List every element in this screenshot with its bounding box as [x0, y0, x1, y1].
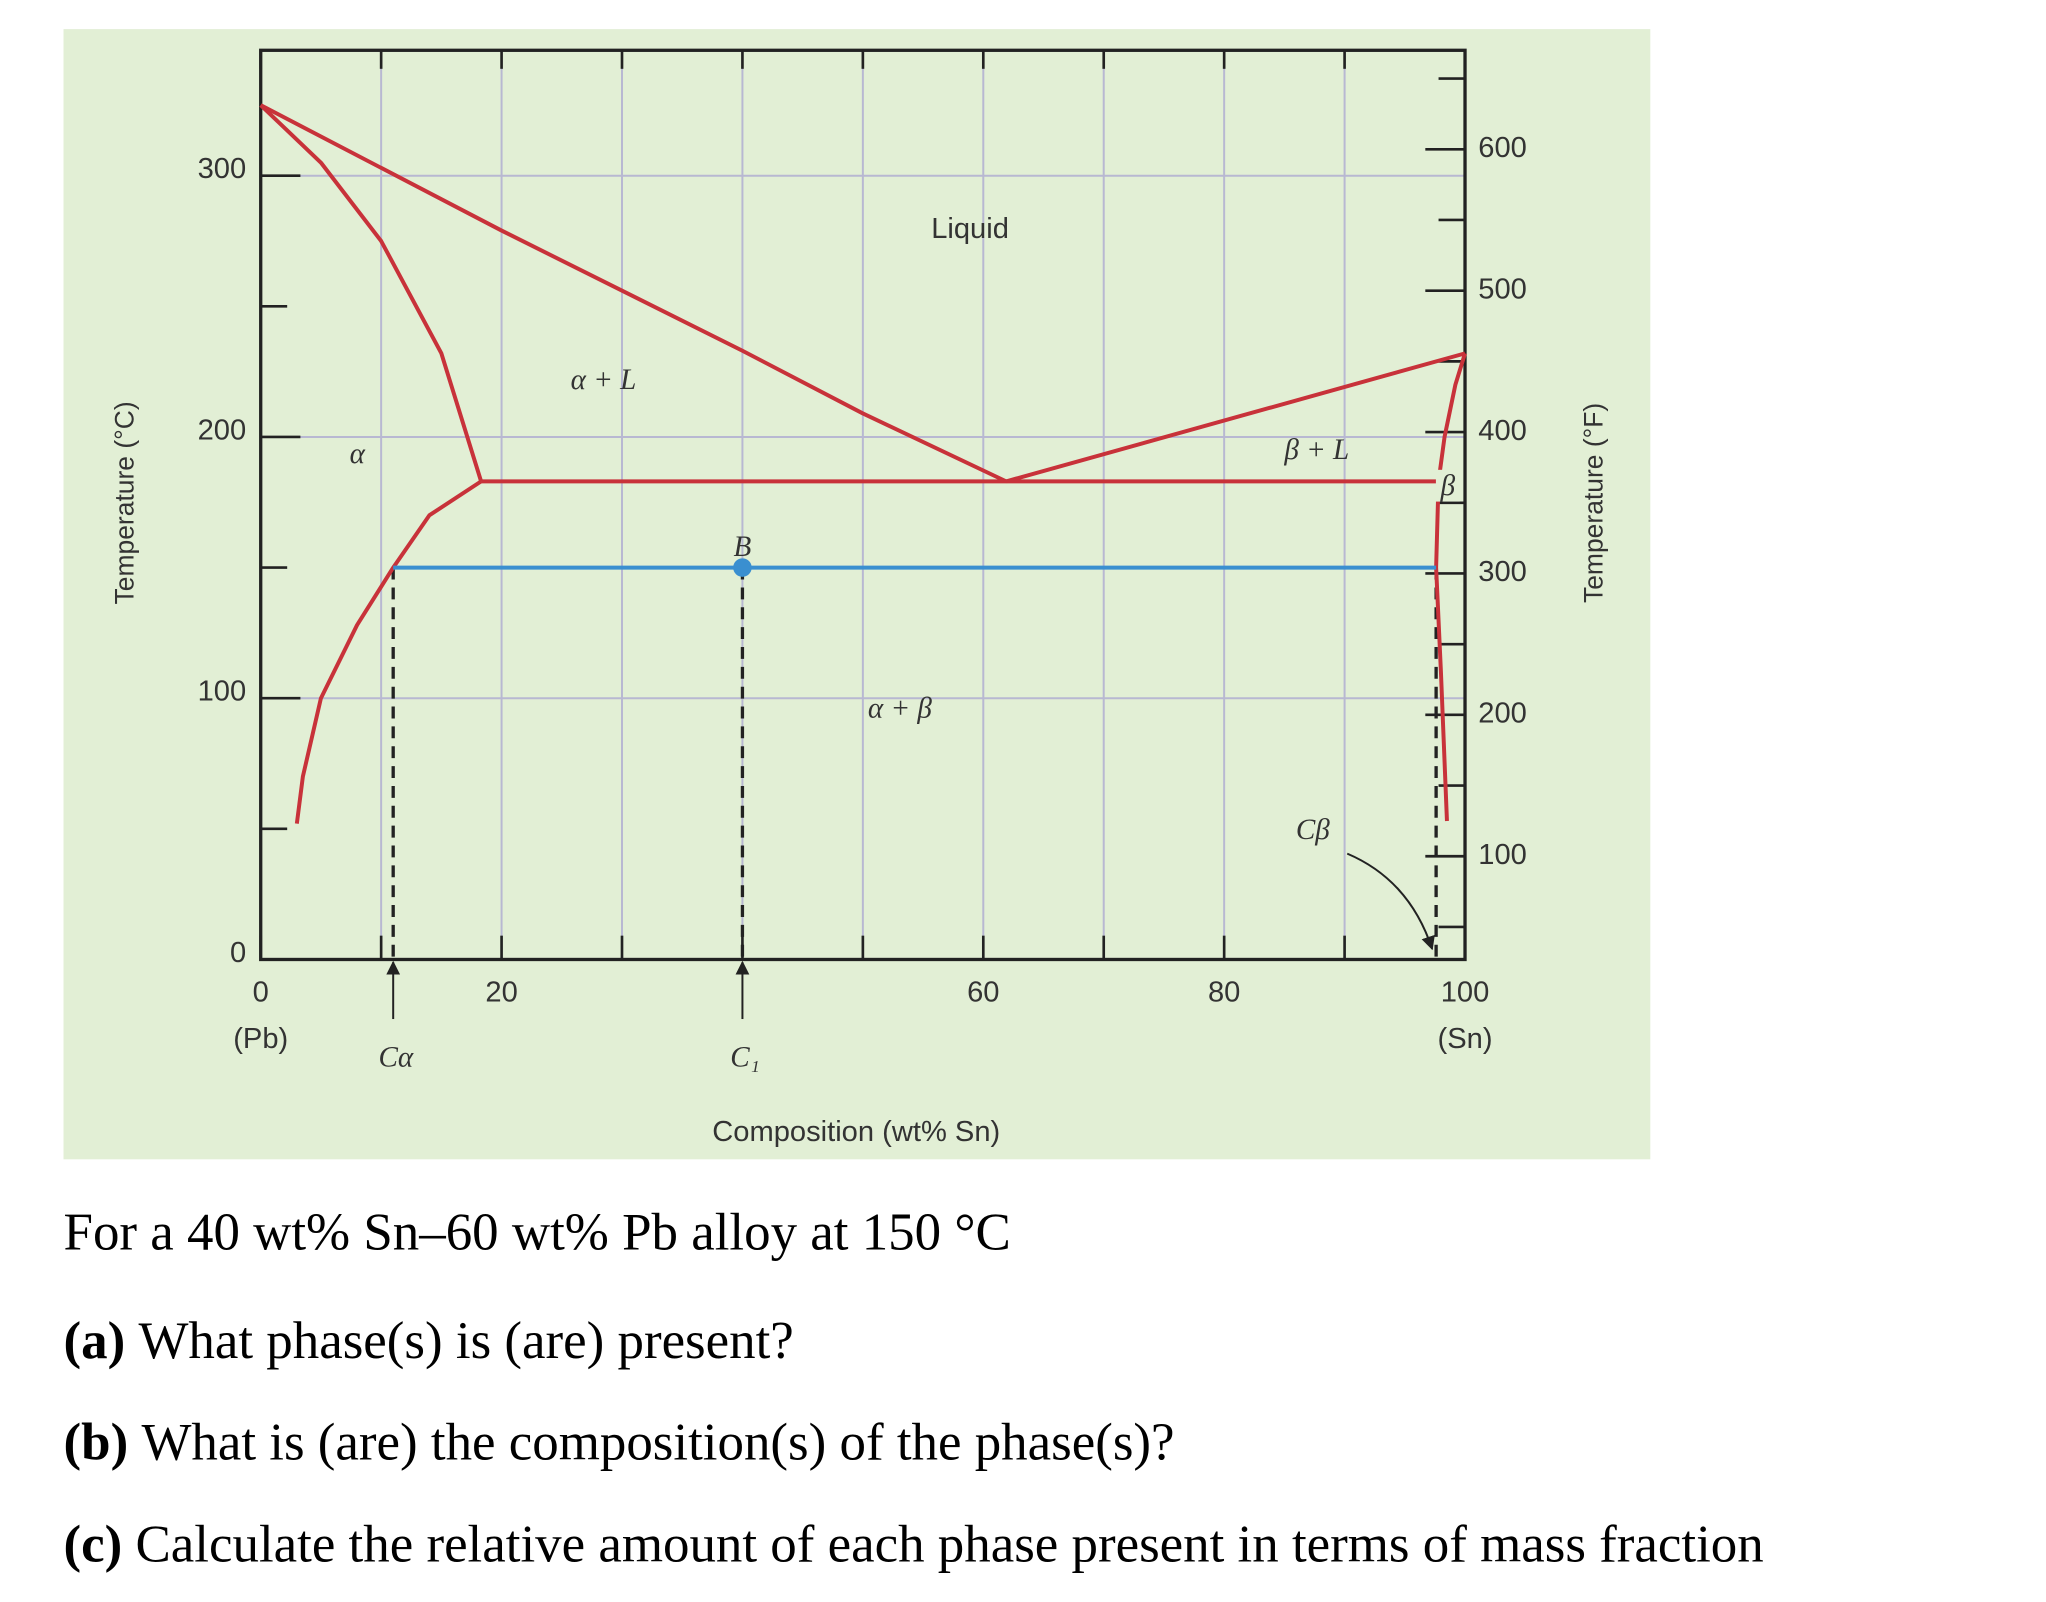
y2-tick-label: 400 — [1478, 415, 1527, 447]
item-label: (c) — [64, 1516, 123, 1574]
label-box — [1435, 469, 1460, 502]
region-label: α + β — [868, 692, 932, 724]
item-label: (b) — [64, 1414, 129, 1472]
question-item: (a) What phase(s) is (are) present? — [64, 1312, 794, 1370]
phase-boundary — [294, 479, 483, 824]
question-intro: For a 40 wt% Sn–60 wt% Pb alloy at 150 °… — [64, 1203, 1011, 1261]
item-text: What is (are) the composition(s) of the … — [141, 1414, 1174, 1472]
question: For a 40 wt% Sn–60 wt% Pb alloy at 150 °… — [64, 1203, 1764, 1573]
chart-background — [63, 29, 1651, 1160]
region-label: α + L — [571, 364, 637, 396]
y2-tick-label: 300 — [1478, 556, 1527, 588]
phase-boundary — [259, 103, 1008, 484]
y-tick-label: 0 — [230, 937, 246, 969]
marker-label: C₁ — [730, 1042, 760, 1074]
y-axis-title: Temperature (°C) — [110, 401, 140, 604]
x-tick-label: 80 — [1208, 977, 1240, 1009]
y-tick-label: 200 — [198, 414, 247, 446]
marker-label: Cβ — [1296, 814, 1330, 846]
y-tick-label: 300 — [198, 153, 247, 185]
phase-boundary — [259, 103, 483, 482]
y2-tick-label: 200 — [1478, 698, 1527, 730]
question-item: (c) Calculate the relative amount of eac… — [64, 1516, 1764, 1574]
x-end-label: (Pb) — [233, 1023, 288, 1055]
x-axis-title: Composition (wt% Sn) — [712, 1116, 1000, 1148]
phase-boundary — [1436, 352, 1467, 482]
x-tick-label: 60 — [967, 977, 999, 1009]
x-tick-label: 0 — [253, 977, 269, 1009]
region-label: α — [350, 438, 366, 470]
x-tick-label: 100 — [1441, 977, 1490, 1009]
y2-axis-title: Temperature (°F) — [1579, 403, 1609, 603]
phase-boundary — [1005, 351, 1466, 484]
y2-tick-label: 600 — [1478, 132, 1527, 164]
item-label: (a) — [64, 1312, 126, 1370]
point-label: B — [734, 531, 752, 563]
item-text: What phase(s) is (are) present? — [138, 1312, 793, 1370]
point — [733, 558, 752, 577]
marker-arrow — [1346, 852, 1435, 951]
question-item: (b) What is (are) the composition(s) of … — [64, 1414, 1175, 1472]
phase-boundary — [1434, 481, 1449, 822]
item-text: Calculate the relative amount of each ph… — [136, 1516, 1764, 1574]
region-label: β + L — [1283, 434, 1349, 466]
y-tick-label: 100 — [198, 676, 247, 708]
marker-label: Cα — [378, 1042, 413, 1074]
y2-tick-label: 500 — [1478, 273, 1527, 305]
plot-frame — [259, 48, 1467, 962]
region-label: Liquid — [931, 213, 1009, 245]
region-label: β — [1440, 470, 1456, 502]
x-tick-label: 20 — [485, 977, 517, 1009]
x-end-label: (Sn) — [1438, 1023, 1493, 1055]
y2-tick-label: 100 — [1478, 839, 1527, 871]
